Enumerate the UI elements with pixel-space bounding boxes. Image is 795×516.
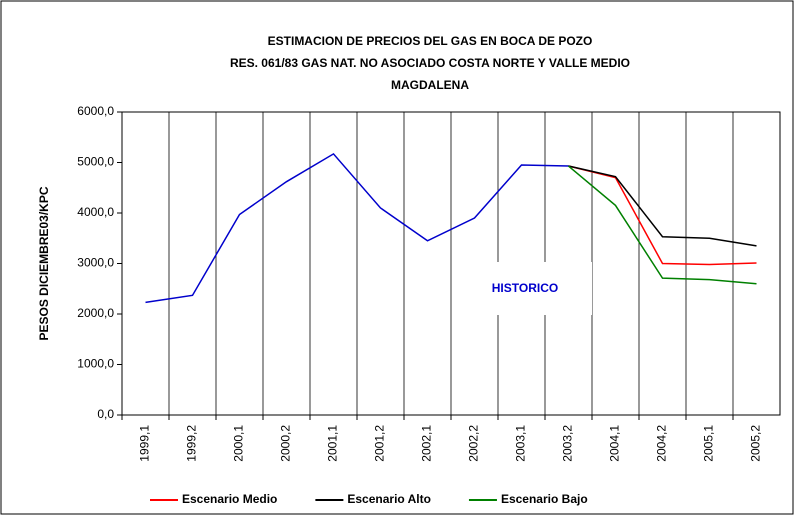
- x-tick-label: 2002,2: [467, 425, 481, 462]
- series-line: [145, 152, 569, 304]
- y-tick-label: 2000,0: [77, 306, 114, 320]
- y-tick-label: 1000,0: [77, 357, 114, 371]
- y-tick-label: 0,0: [97, 407, 114, 421]
- x-tick-label: 2000,1: [232, 425, 246, 462]
- x-tick-label: 2004,1: [608, 425, 622, 462]
- y-tick-label: 3000,0: [77, 256, 114, 270]
- x-tick-label: 2005,1: [702, 425, 716, 462]
- y-tick-label: 6000,0: [77, 104, 114, 118]
- legend-label: Escenario Medio: [182, 492, 277, 506]
- x-tick-label: 2003,2: [561, 425, 575, 462]
- x-tick-label: 2004,2: [655, 425, 669, 462]
- x-tick-label: 2002,1: [420, 425, 434, 462]
- x-tick-label: 2001,1: [326, 425, 340, 462]
- chart-title: RES. 061/83 GAS NAT. NO ASOCIADO COSTA N…: [230, 56, 630, 70]
- y-tick-label: 5000,0: [77, 155, 114, 169]
- x-tick-label: 2005,2: [749, 425, 763, 462]
- annotation-box: [478, 262, 592, 315]
- series-line: [568, 165, 757, 285]
- annotation: HISTORICO: [492, 281, 558, 295]
- chart-title: MAGDALENA: [391, 78, 469, 92]
- chart-title: ESTIMACION DE PRECIOS DEL GAS EN BOCA DE…: [268, 34, 593, 48]
- series-line: [568, 165, 757, 247]
- legend-label: Escenario Alto: [347, 492, 431, 506]
- y-axis-label: PESOS DICIEMBRE03/KPC: [37, 186, 51, 340]
- x-tick-label: 1999,2: [185, 425, 199, 462]
- x-tick-label: 2001,2: [373, 425, 387, 462]
- y-tick-label: 4000,0: [77, 205, 114, 219]
- legend-label: Escenario Bajo: [501, 492, 588, 506]
- x-tick-label: 2000,2: [279, 425, 293, 462]
- x-tick-label: 1999,1: [138, 425, 152, 462]
- x-tick-label: 2003,1: [514, 425, 528, 462]
